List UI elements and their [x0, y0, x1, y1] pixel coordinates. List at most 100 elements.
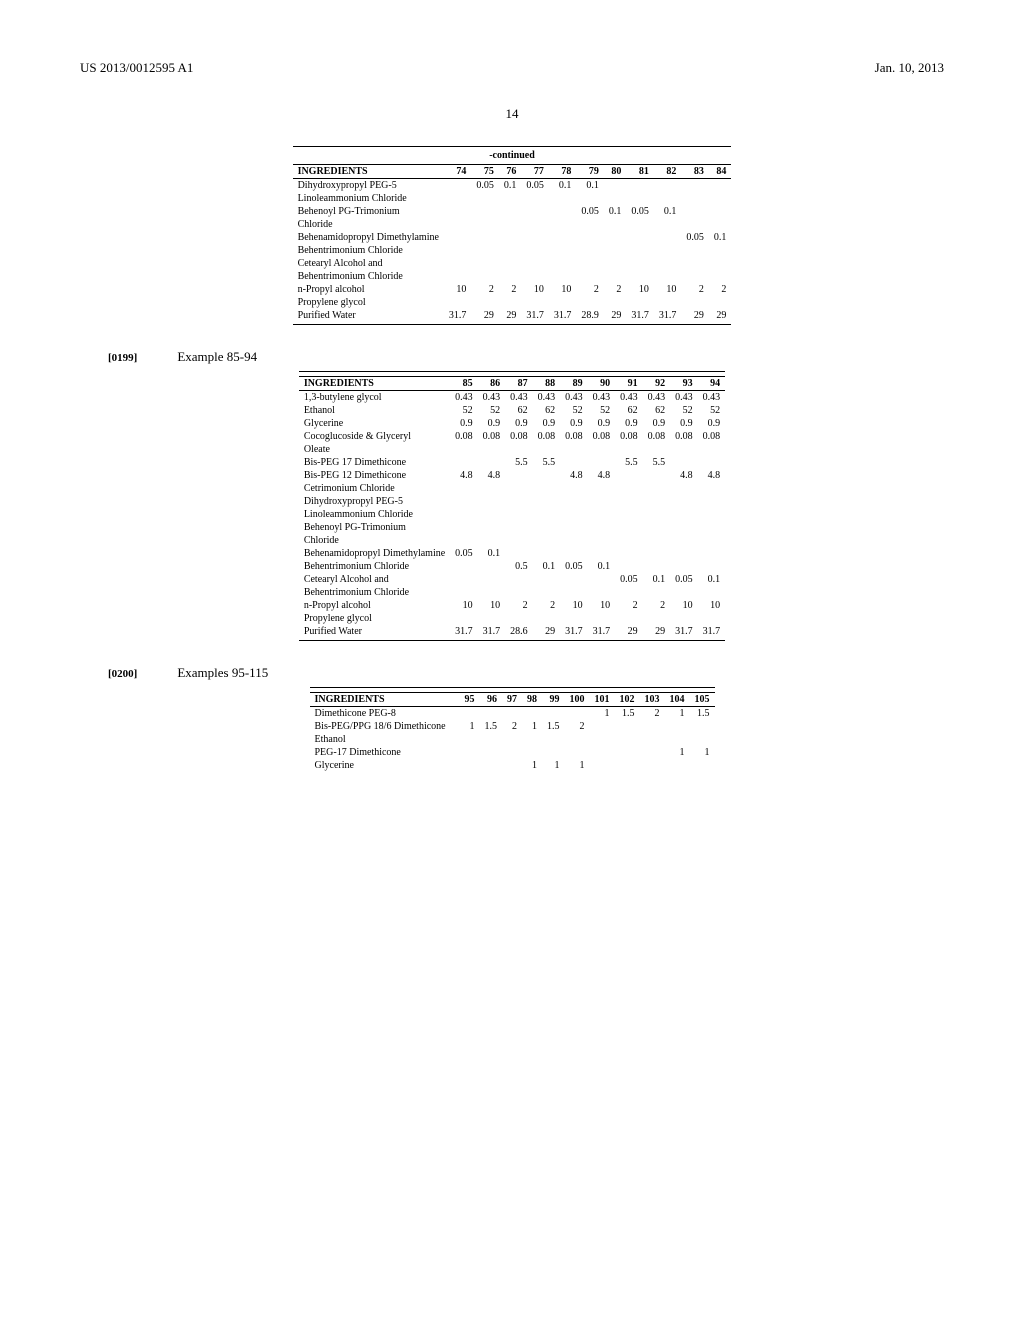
table-cell: 1 — [542, 759, 565, 774]
table-cell: 0.9 — [533, 417, 561, 430]
table-cell: 4.8 — [588, 469, 616, 482]
ingredient-name: Bis-PEG 12 Dimethicone — [299, 469, 450, 482]
table-cell — [505, 469, 533, 482]
table-cell — [460, 733, 480, 746]
table-cell: 10 — [521, 283, 549, 296]
table-cell — [505, 573, 533, 586]
table-cell — [533, 469, 561, 482]
table-cell: 1.5 — [615, 707, 640, 721]
table-cell — [478, 521, 506, 534]
ingredient-name: Behenoyl PG-Trimonium — [299, 521, 450, 534]
table-cell: 52 — [670, 404, 698, 417]
col-header: 97 — [502, 693, 522, 707]
table-cell — [698, 521, 726, 534]
running-header: US 2013/0012595 A1 Jan. 10, 2013 — [80, 60, 944, 76]
table-cell: 0.43 — [615, 391, 643, 405]
table-cell: 10 — [444, 283, 472, 296]
table-cell — [450, 521, 478, 534]
table-cell: 0.43 — [643, 391, 671, 405]
table-cell: 0.43 — [533, 391, 561, 405]
para-num-0200: [0200] — [108, 668, 137, 680]
table-cell: 5.5 — [505, 456, 533, 469]
table-cell — [522, 707, 542, 721]
table-cell — [533, 612, 561, 625]
table-cell — [665, 720, 690, 733]
table-cell: 0.1 — [604, 205, 627, 218]
table-cell: 2 — [565, 720, 590, 733]
table-cell — [615, 560, 643, 573]
col-header: 96 — [480, 693, 503, 707]
col-header: 76 — [499, 165, 522, 179]
ingredient-name: Behenamidopropyl Dimethylamine — [293, 231, 444, 244]
table-cell — [533, 482, 561, 495]
table-cell — [626, 296, 654, 309]
col-header-ingredients: INGREDIENTS — [310, 693, 460, 707]
col-header: 81 — [626, 165, 654, 179]
table-cell: 10 — [588, 599, 616, 612]
table-cell: 10 — [478, 599, 506, 612]
table-cell: 62 — [643, 404, 671, 417]
ingredient-name: PEG-17 Dimethicone — [310, 746, 460, 759]
pub-number: US 2013/0012595 A1 — [80, 60, 193, 76]
table-cell — [549, 205, 577, 218]
col-header: 75 — [471, 165, 499, 179]
ingredient-name: Glycerine — [299, 417, 450, 430]
col-header: 82 — [654, 165, 682, 179]
ingredient-name: Cocoglucoside & Glyceryl — [299, 430, 450, 443]
table-cell — [502, 733, 522, 746]
section-85-94: [0199] Example 85-94 — [108, 349, 944, 365]
table-cell: 1.5 — [690, 707, 715, 721]
table-cell: 0.9 — [588, 417, 616, 430]
table-cell — [560, 573, 588, 586]
table-cell — [478, 495, 506, 508]
table-cell — [590, 733, 615, 746]
table-cell: 2 — [502, 720, 522, 733]
col-header: 103 — [640, 693, 665, 707]
col-header: 80 — [604, 165, 627, 179]
table-cell: 0.43 — [450, 391, 478, 405]
table-cell: 10 — [450, 599, 478, 612]
table-cell — [480, 733, 503, 746]
table-cell: 0.05 — [615, 573, 643, 586]
table-cell — [444, 296, 472, 309]
table-cell: 0.05 — [471, 179, 499, 193]
table-cell: 2 — [640, 707, 665, 721]
table-cell — [709, 205, 732, 218]
table-cell: 0.08 — [450, 430, 478, 443]
table-cell — [670, 456, 698, 469]
table-continued-74-84: -continued INGREDIENTS 74757677787980818… — [80, 146, 944, 325]
table-cell — [615, 495, 643, 508]
table-cell — [549, 296, 577, 309]
table-cell — [615, 521, 643, 534]
page-number: 14 — [80, 106, 944, 122]
table-cell: 0.1 — [698, 573, 726, 586]
table-cell — [615, 547, 643, 560]
table-cell: 0.9 — [560, 417, 588, 430]
table-cell: 0.05 — [521, 179, 549, 193]
table-cell — [698, 560, 726, 573]
table-cell — [590, 759, 615, 774]
ingredient-name: Propylene glycol — [293, 296, 444, 309]
table-cell — [588, 547, 616, 560]
table-cell — [681, 179, 709, 193]
table-cell — [478, 482, 506, 495]
table-85-94: INGREDIENTS 85868788899091929394 1,3-but… — [80, 371, 944, 641]
table-cell — [588, 573, 616, 586]
table-cell: 1 — [690, 746, 715, 759]
table-cell — [670, 521, 698, 534]
table-cell — [522, 733, 542, 746]
table-cell: 2 — [615, 599, 643, 612]
col-header: 86 — [478, 377, 506, 391]
col-header: 98 — [522, 693, 542, 707]
table-cell: 29 — [471, 309, 499, 325]
ingredient-name: Ethanol — [310, 733, 460, 746]
table-cell — [615, 733, 640, 746]
table-cell: 0.05 — [576, 205, 604, 218]
col-header-ingredients: INGREDIENTS — [293, 165, 444, 179]
col-header: 99 — [542, 693, 565, 707]
table-cell: 0.1 — [478, 547, 506, 560]
col-header: 93 — [670, 377, 698, 391]
table-cell — [505, 521, 533, 534]
table-cell: 52 — [698, 404, 726, 417]
table-cell — [450, 456, 478, 469]
